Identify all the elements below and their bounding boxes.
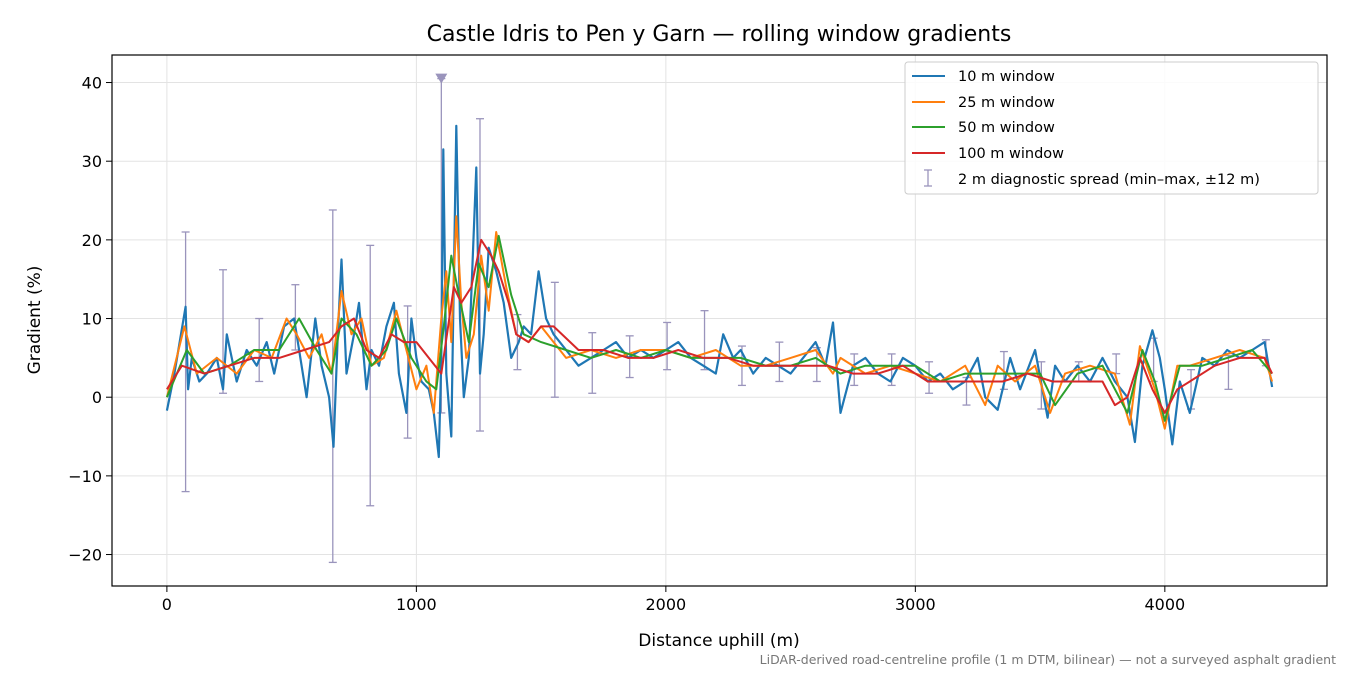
y-axis-ticks: −20 −10 0 10 20 30 40 xyxy=(68,74,112,565)
legend-label-10m: 10 m window xyxy=(958,69,1055,85)
chart-title: Castle Idris to Pen y Garn — rolling win… xyxy=(427,22,1012,47)
error-bar xyxy=(181,231,190,493)
x-axis-label: Distance uphill (m) xyxy=(638,631,799,651)
legend-label-25m: 25 m window xyxy=(958,95,1055,111)
y-axis-label: Gradient (%) xyxy=(25,266,45,375)
y-tick-label: 0 xyxy=(92,388,102,407)
series-line-25-m-window xyxy=(165,215,1274,430)
series-lines xyxy=(165,124,1274,459)
plot-frame xyxy=(111,54,1328,587)
legend-box xyxy=(904,61,1319,195)
x-tick-label: 0 xyxy=(162,595,172,614)
series-line-50-m-window xyxy=(165,234,1273,422)
error-bar xyxy=(700,310,709,371)
x-axis-ticks: 0 1000 2000 3000 4000 xyxy=(162,586,1185,614)
y-tick-label: 30 xyxy=(82,152,102,171)
grid-lines xyxy=(112,55,1327,586)
legend-swatch-errorbar xyxy=(924,169,932,187)
legend: 10 m window 25 m window 50 m window 100 … xyxy=(904,61,1319,195)
y-tick-label: −20 xyxy=(68,546,102,565)
chart-caption: LiDAR-derived road-centreline profile (1… xyxy=(760,652,1336,667)
legend-label-100m: 100 m window xyxy=(958,146,1064,162)
error-bar xyxy=(366,244,375,507)
error-bar xyxy=(588,332,597,394)
error-bar xyxy=(663,321,672,371)
y-tick-label: 10 xyxy=(82,310,102,329)
y-tick-label: −10 xyxy=(68,467,102,486)
series-line-100-m-window xyxy=(166,238,1274,414)
error-bar xyxy=(219,269,228,394)
clipped-marker xyxy=(435,73,448,84)
series-line-10-m-window xyxy=(165,124,1274,459)
y-tick-label: 20 xyxy=(82,231,102,250)
y-tick-label: 40 xyxy=(82,74,102,93)
legend-label-50m: 50 m window xyxy=(958,120,1055,136)
x-tick-label: 2000 xyxy=(646,595,687,614)
error-bar xyxy=(328,209,337,564)
clipped-value-marker xyxy=(435,73,448,84)
x-tick-label: 1000 xyxy=(396,595,437,614)
error-bar xyxy=(1112,353,1121,375)
x-tick-label: 3000 xyxy=(895,595,936,614)
x-tick-label: 4000 xyxy=(1144,595,1185,614)
legend-label-errorbar: 2 m diagnostic spread (min–max, ±12 m) xyxy=(958,172,1260,188)
error-bar xyxy=(550,281,559,398)
